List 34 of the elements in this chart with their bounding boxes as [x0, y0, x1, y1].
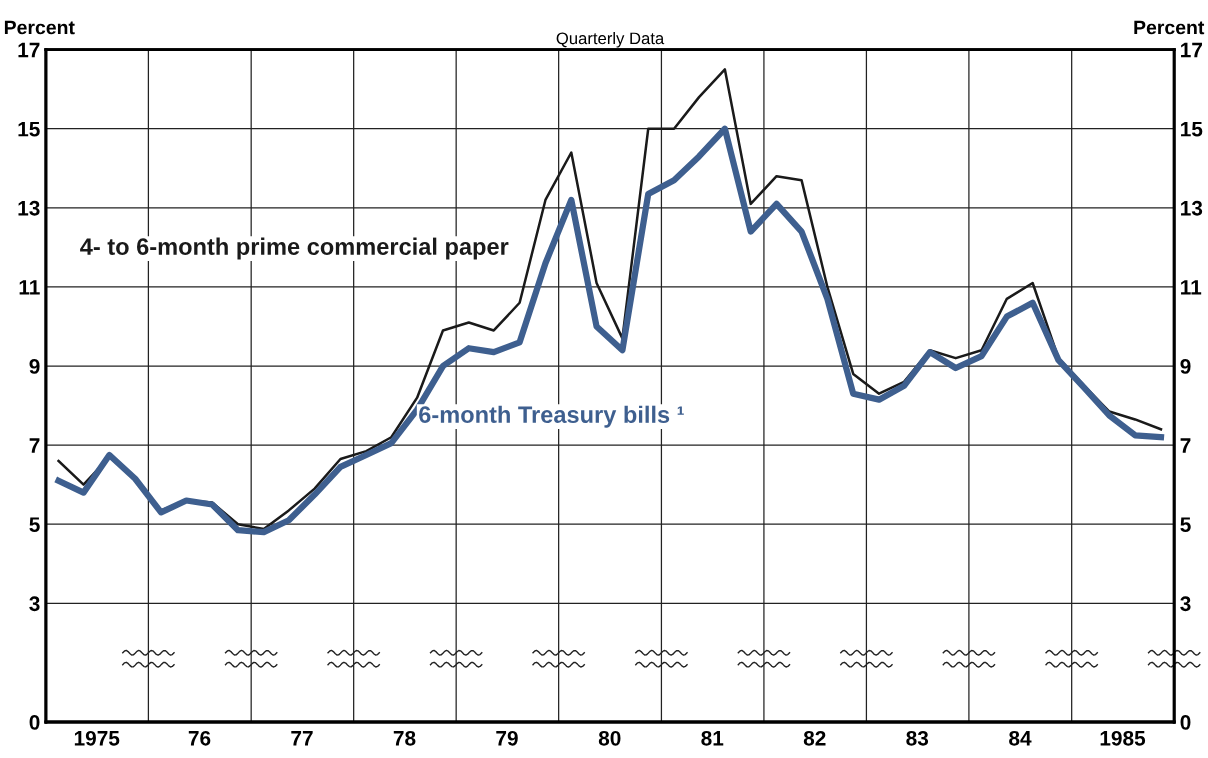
y2-tick-label: 5	[1180, 517, 1191, 532]
x-tick-label: 81	[701, 730, 724, 746]
y-tick-label: 15	[18, 121, 40, 137]
y-tick-label: 5	[29, 517, 40, 532]
y2-tick-label: 7	[1180, 438, 1191, 453]
x-tick-label: 76	[188, 730, 211, 746]
y2-tick-label: 9	[1180, 359, 1191, 374]
y-tick-label: 17	[18, 42, 40, 58]
x-tick-label: 78	[393, 730, 416, 746]
y-tick-label: 11	[19, 280, 40, 295]
y-tick-label: 13	[18, 200, 40, 216]
series-label: 4- to 6-month prime commercial paper	[80, 237, 509, 260]
y-tick-label: 0	[29, 715, 40, 730]
y2-tick-label: 13	[1181, 200, 1203, 216]
x-tick-label: 1975	[74, 730, 120, 746]
x-tick-label: 82	[803, 730, 826, 746]
y2-tick-label: 15	[1181, 121, 1203, 137]
x-tick-label: 84	[1009, 730, 1032, 746]
y2-tick-label: 0	[1180, 715, 1191, 730]
y-axis-title: Percent	[4, 20, 75, 35]
y-tick-label: 3	[29, 596, 40, 612]
x-tick-label: 77	[291, 731, 313, 746]
x-tick-label: 83	[906, 730, 929, 746]
y-tick-label: 7	[29, 438, 40, 453]
series-label: 6-month Treasury bills ¹	[419, 405, 684, 428]
y2-tick-label: 17	[1181, 42, 1202, 58]
x-tick-label: 1985	[1100, 730, 1146, 746]
y2-axis-title: Percent	[1134, 20, 1205, 35]
y2-tick-label: 3	[1180, 596, 1191, 612]
y-tick-label: 9	[29, 359, 40, 374]
x-tick-label: 79	[496, 730, 518, 746]
chart-subtitle: Quarterly Data	[556, 32, 665, 48]
y2-tick-label: 11	[1181, 280, 1202, 295]
x-tick-label: 80	[598, 730, 621, 746]
